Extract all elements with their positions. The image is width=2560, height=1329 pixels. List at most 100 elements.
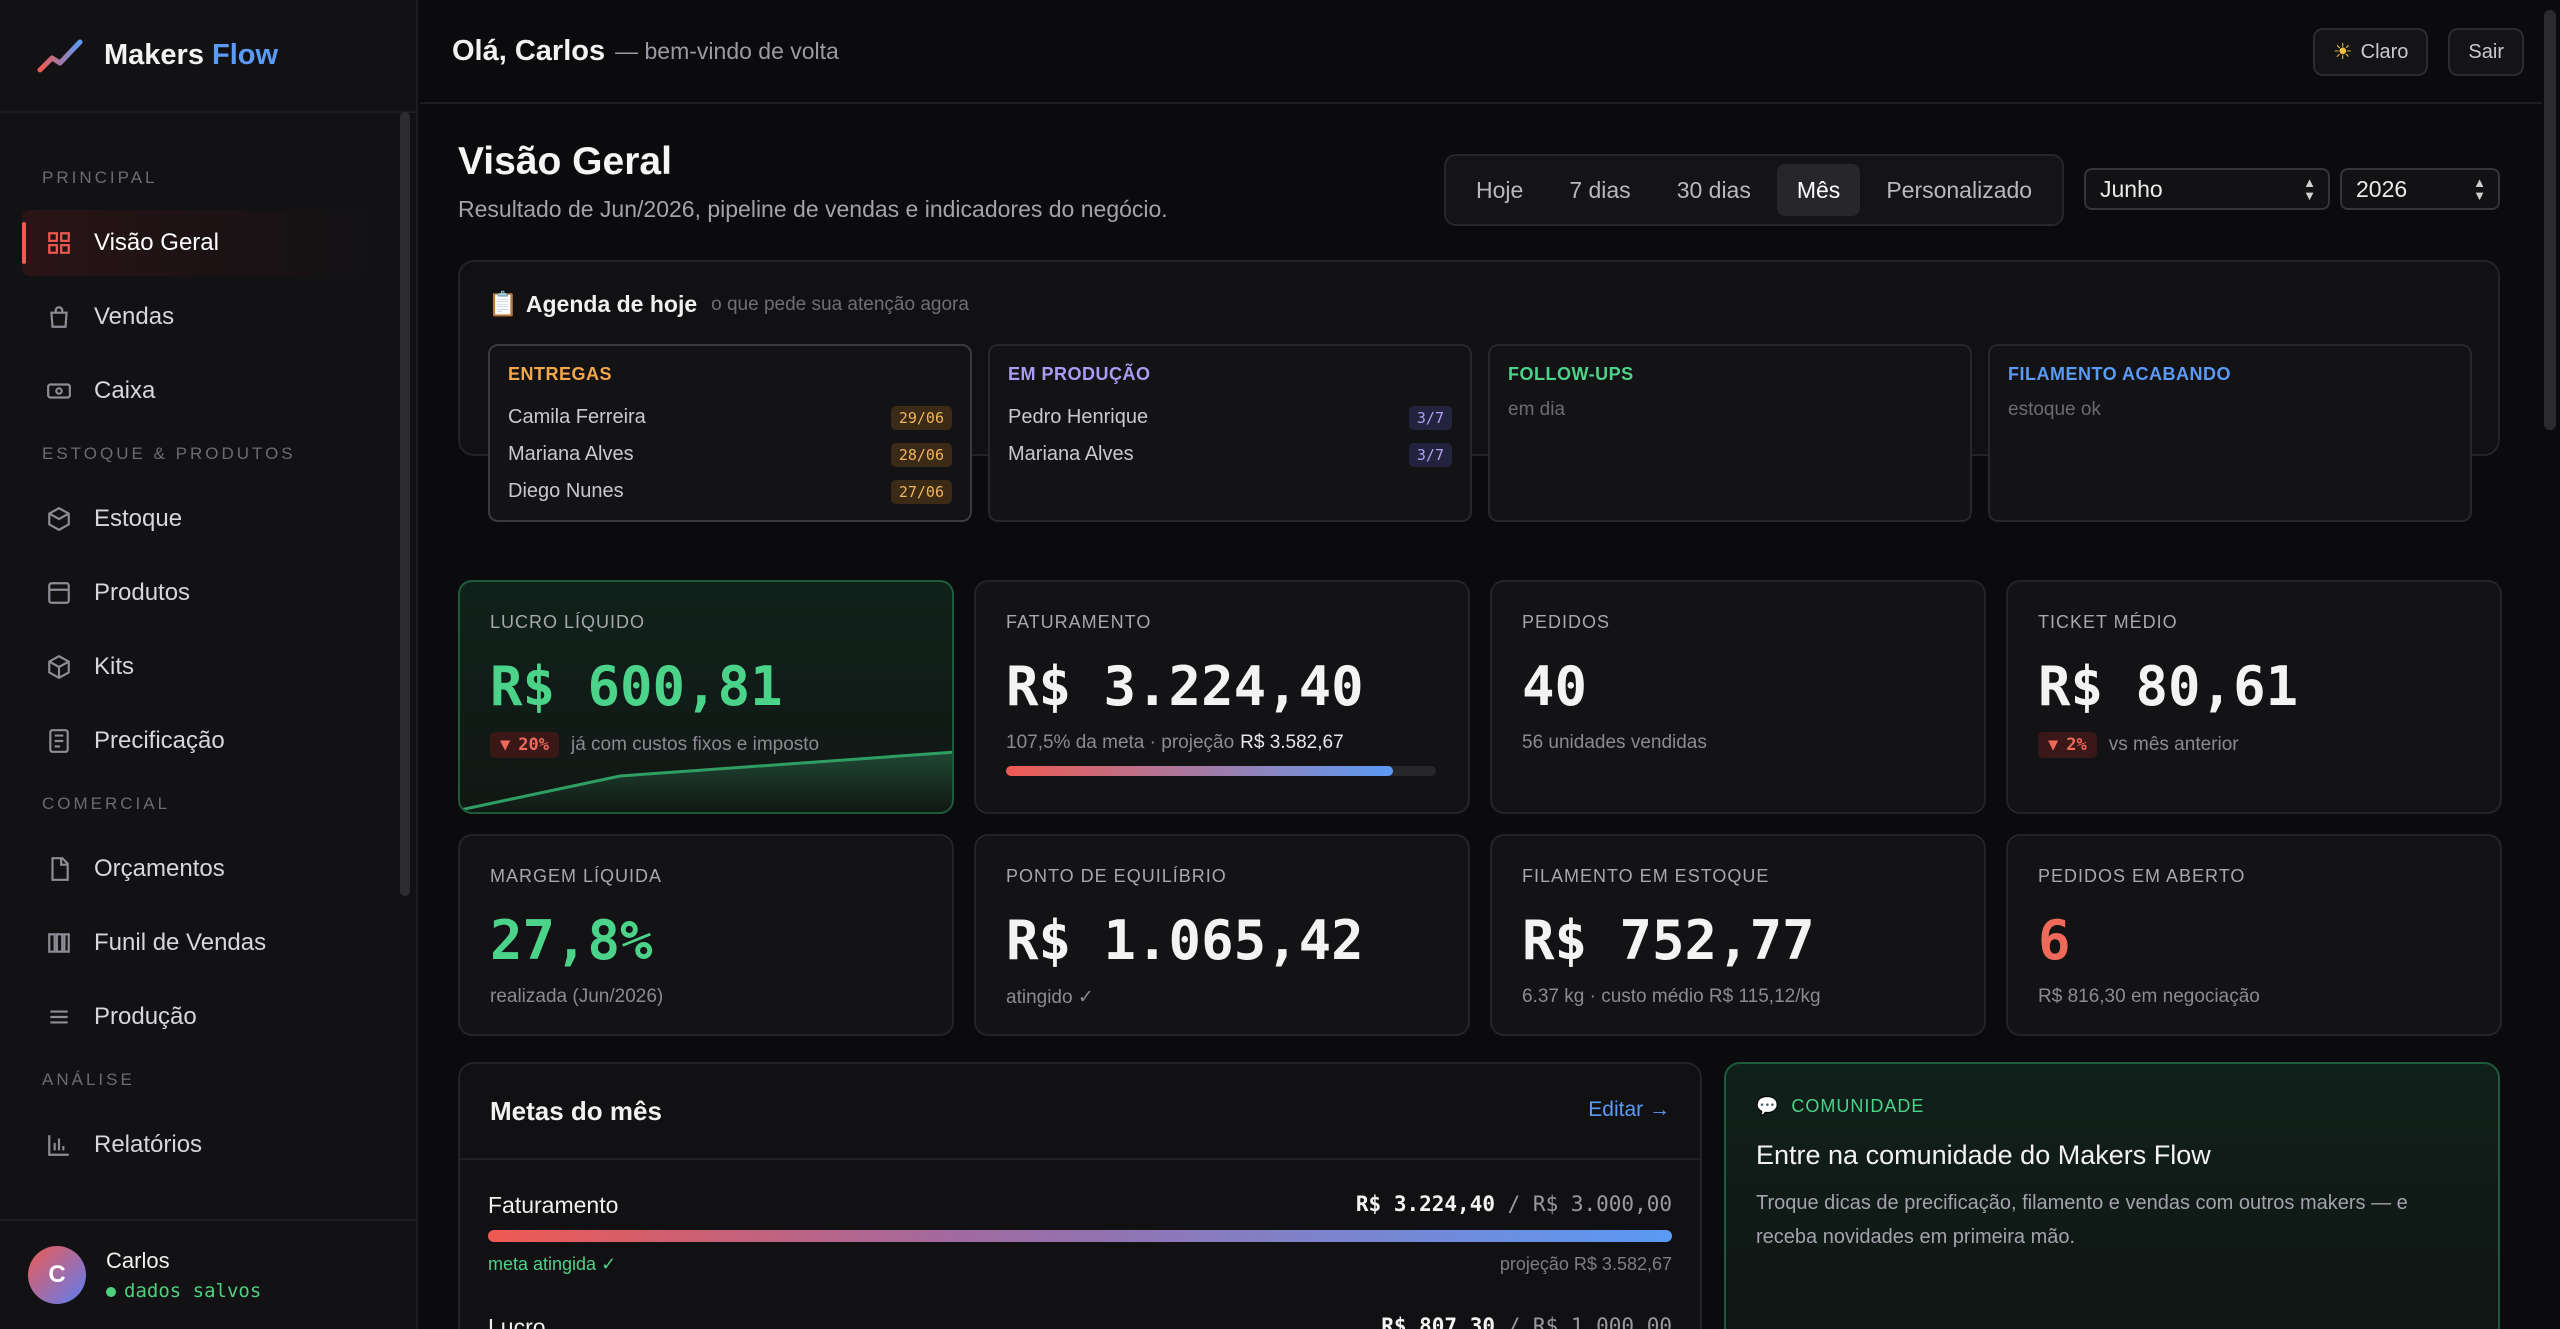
list-item[interactable]: Mariana Alves 28/06 bbox=[508, 436, 952, 473]
community-title: Entre na comunidade do Makers Flow bbox=[1756, 1140, 2211, 1170]
community-tag: 💬 COMUNIDADE bbox=[1756, 1096, 1925, 1116]
cash-icon bbox=[44, 376, 74, 406]
chat-bubble-icon: 💬 bbox=[1756, 1096, 1780, 1116]
kit-icon bbox=[44, 652, 74, 682]
theme-toggle-button[interactable]: ☀ Claro bbox=[2312, 28, 2429, 76]
sidebar-item-label: Funil de Vendas bbox=[94, 929, 267, 956]
clipboard-icon: 📋 bbox=[488, 291, 518, 318]
sidebar-item-estoque[interactable]: Estoque bbox=[22, 486, 375, 552]
nav-section-principal: PRINCIPAL bbox=[42, 168, 158, 187]
kpi-pedidos-aberto[interactable]: PEDIDOS EM ABERTO 6 R$ 816,30 em negocia… bbox=[2006, 834, 2502, 1036]
kpi-margem-liquida[interactable]: MARGEM LÍQUIDA 27,8% realizada (Jun/2026… bbox=[458, 834, 954, 1036]
goal-name: Lucro bbox=[488, 1314, 546, 1329]
save-status: dados salvos bbox=[106, 1280, 261, 1302]
sidebar-item-label: Produtos bbox=[94, 579, 191, 606]
agenda-entregas[interactable]: ENTREGAS Camila Ferreira 29/06 Mariana Al… bbox=[488, 344, 972, 522]
date-badge: 29/06 bbox=[890, 405, 952, 430]
sparkline bbox=[460, 750, 952, 812]
goals-title: Metas do mês bbox=[490, 1096, 662, 1126]
goal-status: meta atingida ✓ bbox=[488, 1254, 617, 1274]
agenda-col-title: ENTREGAS bbox=[508, 364, 613, 384]
brand[interactable]: Makers Flow bbox=[0, 0, 416, 113]
sidebar: Makers Flow PRINCIPAL Visão Geral Vendas… bbox=[0, 0, 418, 1329]
sidebar-item-caixa[interactable]: Caixa bbox=[22, 358, 375, 424]
kpi-ponto-equilibrio[interactable]: PONTO DE EQUILÍBRIO R$ 1.065,42 atingido… bbox=[974, 834, 1470, 1036]
progress-fill bbox=[1006, 766, 1393, 776]
dashboard-icon bbox=[44, 228, 74, 258]
date-range-selector: Hoje 7 dias 30 dias Mês Personalizado bbox=[1444, 154, 2065, 226]
range-hoje[interactable]: Hoje bbox=[1476, 176, 1524, 203]
logout-button[interactable]: Sair bbox=[2448, 28, 2524, 76]
agenda-col-title: FILAMENTO ACABANDO bbox=[2008, 364, 2231, 384]
agenda-title: Agenda de hoje bbox=[525, 291, 698, 317]
sidebar-item-label: Vendas bbox=[94, 303, 175, 330]
sidebar-item-funil[interactable]: Funil de Vendas bbox=[22, 910, 375, 976]
agenda-filamento[interactable]: FILAMENTO ACABANDO estoque ok bbox=[1988, 344, 2472, 522]
agenda-subtitle: o que pede sua atenção agora bbox=[711, 293, 969, 315]
sidebar-item-producao[interactable]: Produção bbox=[22, 984, 375, 1050]
agenda-note: estoque ok bbox=[2008, 399, 2101, 420]
list-item[interactable]: Mariana Alves 3/7 bbox=[1008, 436, 1452, 473]
date-badge: 27/06 bbox=[890, 479, 952, 504]
goal-values: R$ 3.224,40 / R$ 3.000,00 bbox=[1355, 1192, 1672, 1216]
user-profile[interactable]: C Carlos dados salvos bbox=[0, 1219, 416, 1329]
kpi-pedidos[interactable]: PEDIDOS 40 56 unidades vendidas bbox=[1490, 580, 1986, 814]
sidebar-item-orcamentos[interactable]: Orçamentos bbox=[22, 836, 375, 902]
year-select[interactable]: 2026 ▲ ▼ bbox=[2340, 168, 2500, 210]
kpi-value: R$ 600,81 bbox=[490, 655, 783, 718]
list-item[interactable]: Diego Nunes 27/06 bbox=[508, 473, 952, 510]
goals-panel: Metas do mês Editar → Faturamento R$ 3.2… bbox=[458, 1062, 1702, 1329]
pricing-icon bbox=[44, 726, 74, 756]
sidebar-item-relatorios[interactable]: Relatórios bbox=[22, 1112, 375, 1178]
kpi-note: atingido ✓ bbox=[1006, 987, 1094, 1008]
list-item[interactable]: Camila Ferreira 29/06 bbox=[508, 399, 952, 436]
range-30-dias[interactable]: 30 dias bbox=[1676, 176, 1751, 203]
range-personalizado[interactable]: Personalizado bbox=[1886, 176, 2033, 203]
bar-chart-icon bbox=[44, 1130, 74, 1160]
sidebar-item-kits[interactable]: Kits bbox=[22, 634, 375, 700]
edit-goals-link[interactable]: Editar → bbox=[1588, 1098, 1670, 1121]
kpi-lucro-liquido[interactable]: LUCRO LÍQUIDO R$ 600,81 ▼ 20% já com cust… bbox=[458, 580, 954, 814]
select-arrows-icon: ▲ ▼ bbox=[2303, 175, 2316, 203]
goal-projection: projeção R$ 3.582,67 bbox=[1499, 1254, 1672, 1274]
goal-name: Faturamento bbox=[488, 1192, 619, 1218]
greeting: Olá, Carlos bbox=[452, 34, 606, 67]
kpi-filamento-estoque[interactable]: FILAMENTO EM ESTOQUE R$ 752,77 6.37 kg ·… bbox=[1490, 834, 1986, 1036]
agenda-follow-ups[interactable]: FOLLOW-UPS em dia bbox=[1488, 344, 1972, 522]
kpi-note: vs mês anterior bbox=[2108, 734, 2239, 755]
sidebar-item-precificacao[interactable]: Precificação bbox=[22, 708, 375, 774]
product-icon bbox=[44, 578, 74, 608]
goal-progress-bar bbox=[488, 1230, 1672, 1242]
community-panel[interactable]: 💬 COMUNIDADE Entre na comunidade do Maker… bbox=[1724, 1062, 2500, 1329]
sidebar-item-label: Precificação bbox=[94, 727, 225, 754]
kpi-label: FATURAMENTO bbox=[1006, 612, 1152, 632]
sidebar-item-label: Produção bbox=[94, 1003, 197, 1030]
kpi-faturamento[interactable]: FATURAMENTO R$ 3.224,40 107,5% da meta ·… bbox=[974, 580, 1470, 814]
sidebar-item-produtos[interactable]: Produtos bbox=[22, 560, 375, 626]
arrow-down-icon: ▼ bbox=[2048, 735, 2059, 755]
agenda-em-producao[interactable]: EM PRODUÇÃO Pedro Henrique 3/7 Mariana Al… bbox=[988, 344, 1472, 522]
kpi-value: 6 bbox=[2038, 909, 2071, 972]
kpi-ticket-medio[interactable]: TICKET MÉDIO R$ 80,61 ▼ 2% vs mês anterio… bbox=[2006, 580, 2502, 814]
status-dot-icon bbox=[106, 1286, 116, 1297]
sidebar-item-visao-geral[interactable]: Visão Geral bbox=[22, 210, 375, 276]
kpi-value: 27,8% bbox=[490, 909, 653, 972]
page-scrollbar[interactable] bbox=[2544, 10, 2556, 430]
sun-icon: ☀ bbox=[2332, 39, 2353, 64]
kpi-label: PEDIDOS bbox=[1522, 612, 1611, 632]
range-7-dias[interactable]: 7 dias bbox=[1569, 176, 1631, 203]
sidebar-item-vendas[interactable]: Vendas bbox=[22, 284, 375, 350]
month-select[interactable]: Junho ▲ ▼ bbox=[2084, 168, 2330, 210]
sidebar-nav: PRINCIPAL Visão Geral Vendas Caixa ESTOQ… bbox=[0, 150, 395, 1186]
kpi-value: R$ 752,77 bbox=[1522, 909, 1815, 972]
kpi-label: MARGEM LÍQUIDA bbox=[490, 866, 663, 886]
list-item[interactable]: Pedro Henrique 3/7 bbox=[1008, 399, 1452, 436]
agenda-col-title: FOLLOW-UPS bbox=[1508, 364, 1634, 384]
agenda-col-title: EM PRODUÇÃO bbox=[1008, 364, 1151, 384]
delta-badge: ▼ 20% bbox=[490, 732, 559, 758]
divider bbox=[460, 1158, 1700, 1160]
range-mes[interactable]: Mês bbox=[1776, 164, 1861, 216]
sidebar-scrollbar[interactable] bbox=[400, 112, 410, 896]
kpi-note: já com custos fixos e imposto bbox=[570, 734, 820, 755]
sidebar-item-label: Orçamentos bbox=[94, 855, 225, 882]
